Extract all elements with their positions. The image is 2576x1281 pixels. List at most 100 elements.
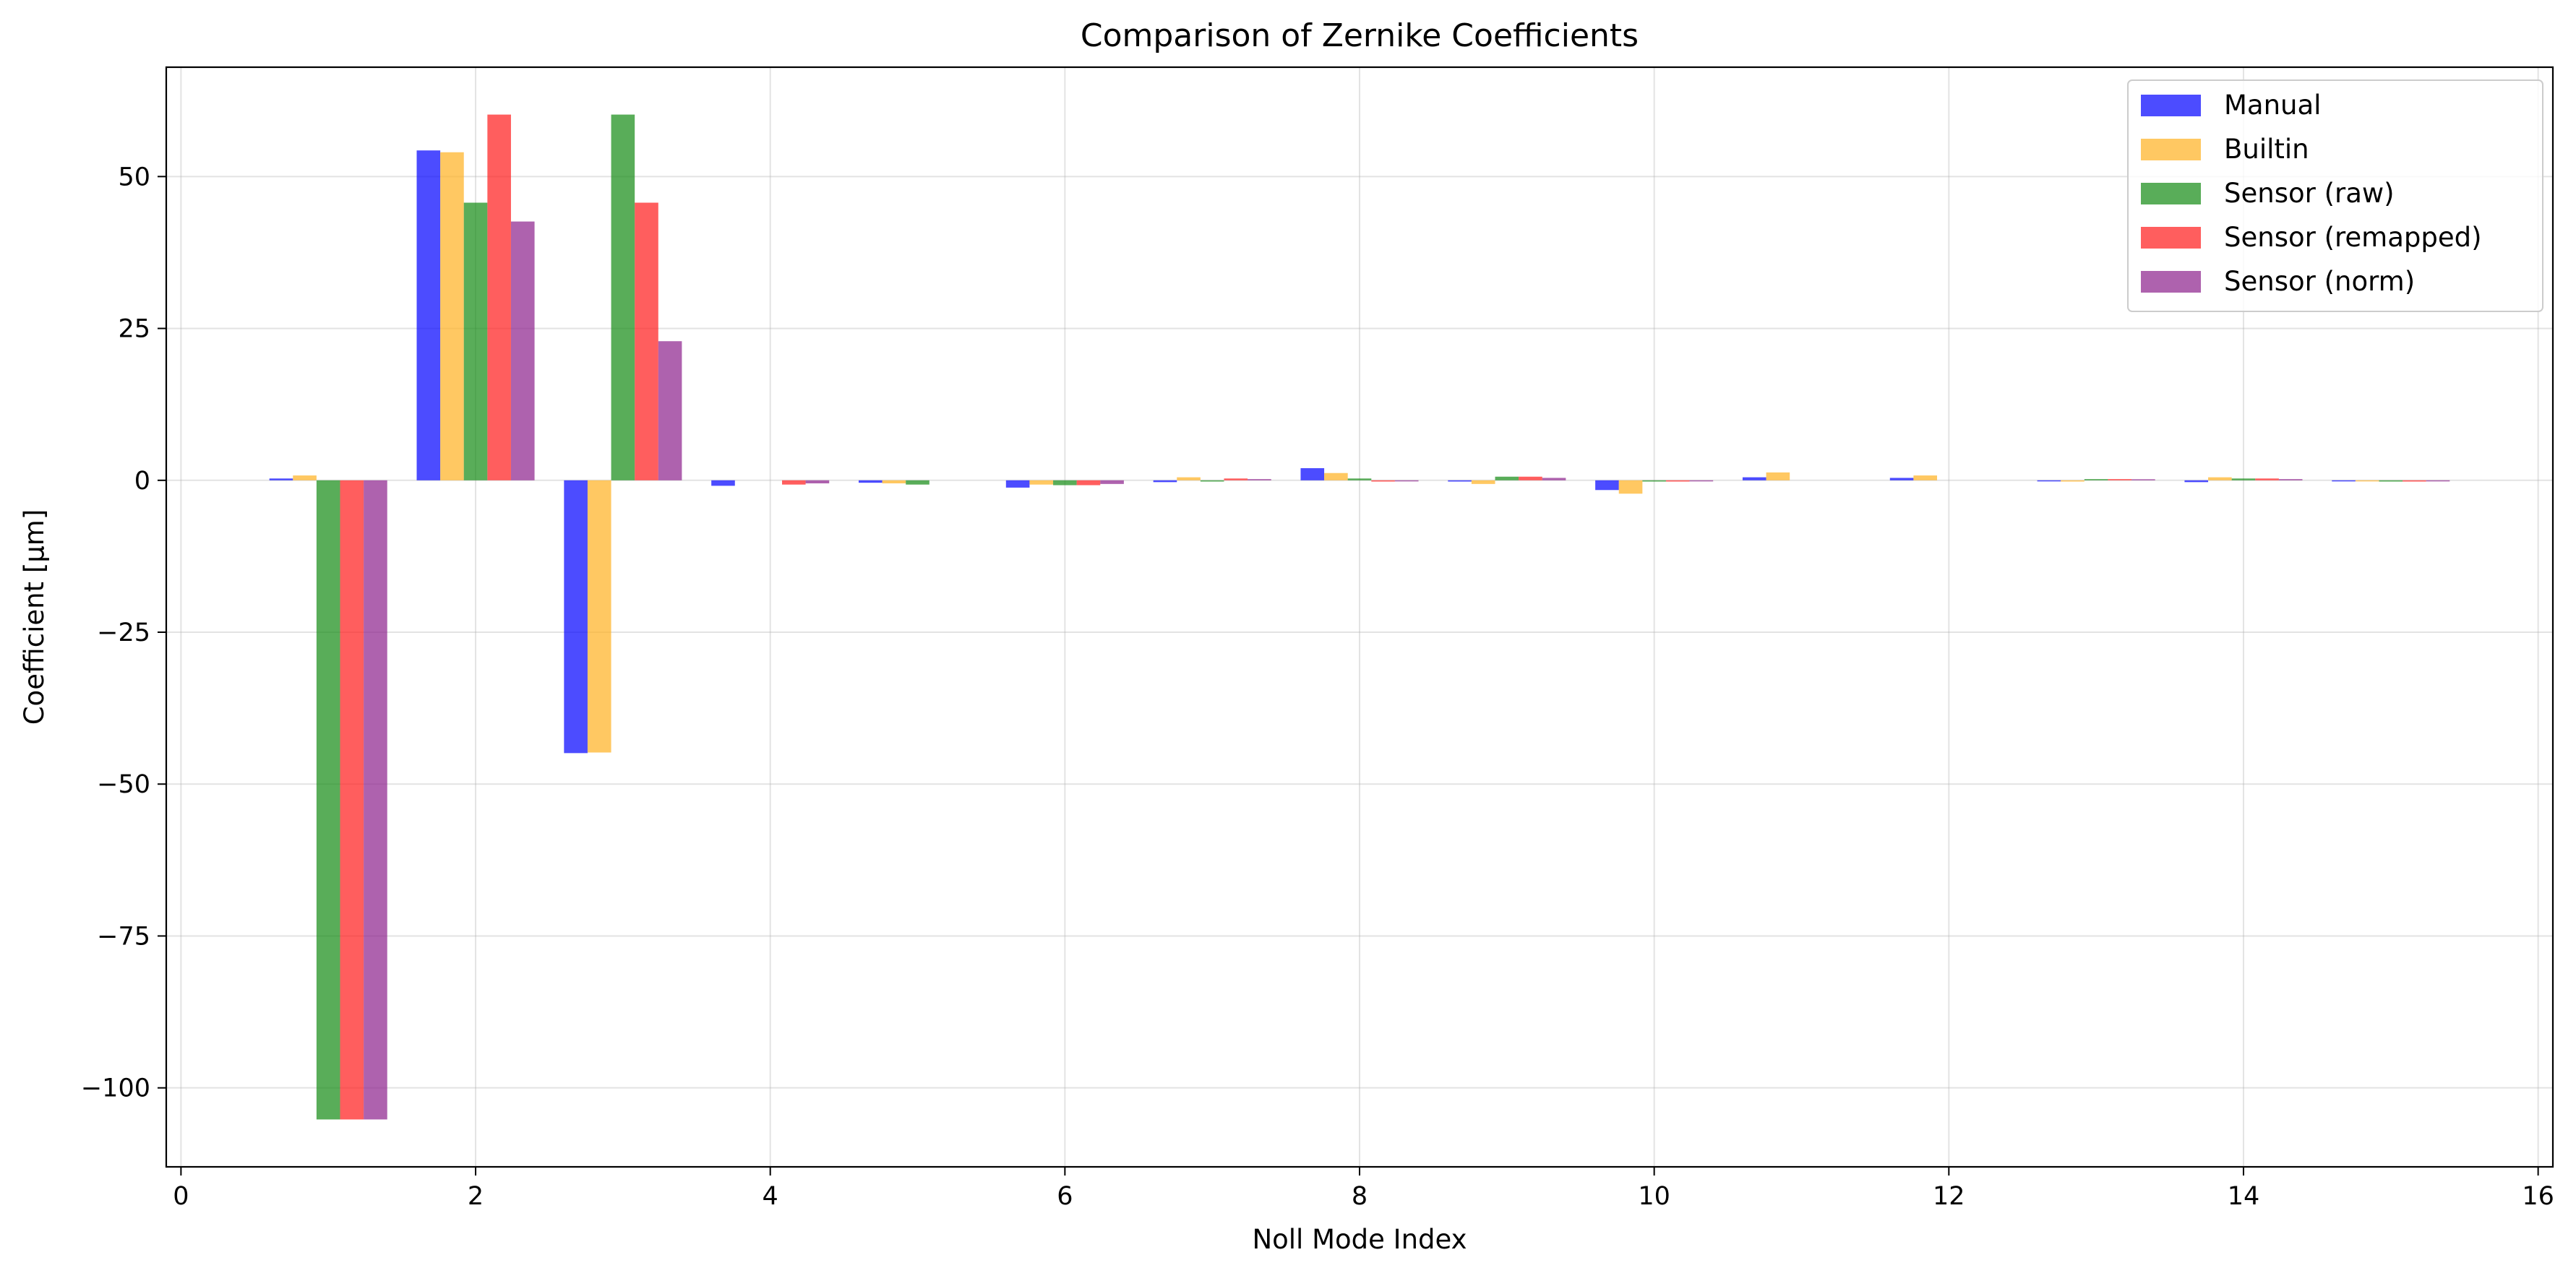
y-tick-label: −75 (97, 922, 150, 951)
bar (1618, 480, 1643, 494)
bar (781, 480, 806, 485)
bar (1177, 477, 1201, 480)
bar (1766, 472, 1790, 480)
bar (1324, 473, 1348, 480)
bar (2108, 479, 2132, 480)
bar (2184, 480, 2209, 483)
bar (269, 478, 293, 480)
legend-label: Builtin (2224, 134, 2309, 165)
bar (2131, 479, 2155, 480)
bar (2084, 479, 2108, 480)
bar (2332, 480, 2356, 482)
legend: Manual Builtin Sensor (raw) Sensor (remappe… (2127, 79, 2543, 312)
bar (1642, 480, 1666, 482)
bar (487, 114, 511, 480)
bar (1053, 480, 1077, 486)
bar (364, 480, 387, 1120)
y-tick-label: 0 (134, 467, 150, 496)
legend-swatch (2141, 227, 2201, 249)
bar (2278, 479, 2303, 480)
bar (1689, 480, 1714, 482)
bar (1347, 478, 1372, 480)
legend-swatch (2141, 95, 2201, 116)
bar (611, 114, 635, 480)
bars-layer (269, 114, 2450, 1120)
bar (2403, 480, 2426, 482)
chart-title: Comparison of Zernike Coefficients (1081, 17, 1639, 54)
bar (1248, 479, 1271, 480)
bar (635, 202, 658, 480)
bar (2208, 477, 2232, 480)
bar (1100, 480, 1124, 484)
bar (440, 152, 464, 480)
bar (1153, 480, 1177, 483)
x-tick-label: 2 (468, 1182, 484, 1211)
y-tick-label: 25 (118, 315, 150, 344)
bar (1029, 480, 1054, 485)
legend-label: Sensor (norm) (2224, 266, 2415, 297)
x-tick-label: 16 (2522, 1182, 2554, 1211)
bar (858, 480, 883, 483)
bar (1495, 476, 1519, 480)
x-tick-label: 0 (173, 1182, 189, 1211)
bar (2355, 480, 2379, 482)
y-tick-label: −25 (97, 618, 150, 647)
bar (1742, 477, 1766, 480)
bar (1224, 478, 1248, 480)
bar (1595, 480, 1619, 491)
legend-label: Sensor (remapped) (2224, 222, 2482, 253)
ticks-layer: 0 2 4 6 8 10 12 14 16 50 25 0 −25 −50 −75 −100 (81, 163, 2554, 1211)
bar (2037, 480, 2061, 482)
bar (1448, 480, 1472, 482)
bar (1889, 478, 1914, 480)
legend-swatch (2141, 183, 2201, 204)
bar (882, 480, 906, 484)
x-tick-label: 12 (1933, 1182, 1965, 1211)
x-tick-label: 6 (1057, 1182, 1073, 1211)
bar (564, 480, 588, 754)
bar (416, 150, 441, 480)
legend-swatch (2141, 139, 2201, 160)
bar (2231, 478, 2256, 480)
bar (510, 221, 535, 480)
bar (2061, 480, 2085, 482)
bar (463, 202, 488, 480)
bar (658, 341, 682, 480)
bar (1371, 480, 1395, 482)
legend-label: Manual (2224, 90, 2321, 121)
bar (1913, 475, 1938, 480)
bar (316, 480, 340, 1120)
bar (711, 480, 735, 486)
bar (1471, 480, 1495, 484)
legend-box (2127, 79, 2543, 312)
y-tick-label: −50 (97, 770, 150, 799)
x-tick-label: 14 (2228, 1182, 2260, 1211)
bar (2255, 478, 2279, 480)
bar (1200, 480, 1224, 482)
bar (587, 480, 611, 753)
bar (1005, 480, 1030, 488)
bar (1665, 480, 1690, 482)
x-tick-label: 8 (1352, 1182, 1368, 1211)
bar (1542, 478, 1566, 480)
bar (1394, 480, 1419, 482)
bar (2426, 480, 2450, 482)
bar (340, 480, 364, 1120)
bar (293, 475, 317, 480)
bar (2379, 480, 2403, 482)
bar (906, 480, 929, 485)
x-tick-label: 4 (763, 1182, 778, 1211)
y-axis-label: Coefficient [µm] (19, 509, 50, 725)
y-tick-label: 50 (118, 163, 150, 191)
bar (805, 480, 830, 484)
bar (1076, 480, 1101, 486)
x-axis-label: Noll Mode Index (1252, 1224, 1467, 1255)
legend-label: Sensor (raw) (2224, 178, 2395, 209)
bar (1519, 476, 1542, 480)
y-tick-label: −100 (81, 1074, 150, 1103)
legend-swatch (2141, 271, 2201, 293)
bar (1300, 467, 1325, 480)
x-tick-label: 10 (1638, 1182, 1670, 1211)
